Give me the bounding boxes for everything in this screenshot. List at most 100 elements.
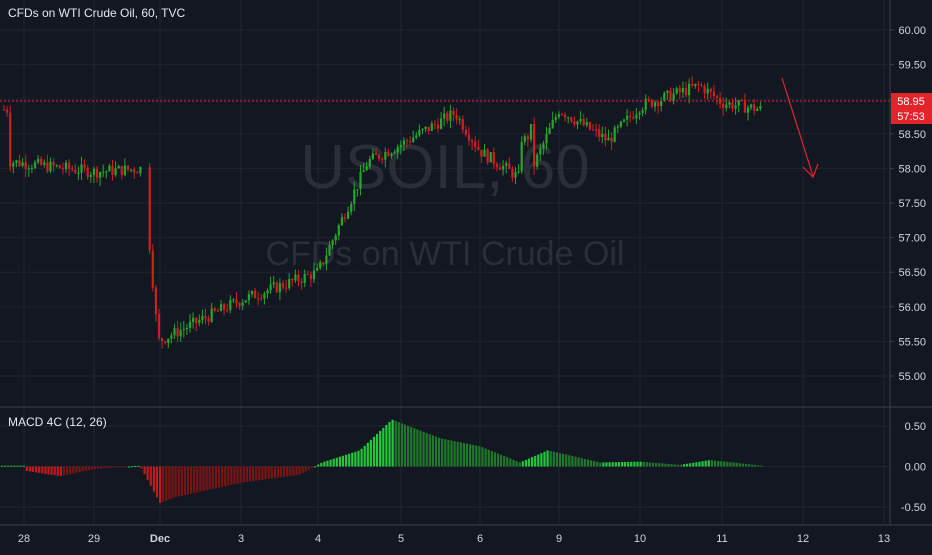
macd-bar [128, 466, 131, 468]
time-tick-label: 3 [238, 533, 244, 545]
candle-body [458, 119, 461, 121]
candle-body [502, 165, 505, 170]
macd-bar [379, 430, 382, 467]
macd-bar [177, 466, 180, 497]
macd-bar [686, 463, 689, 467]
candle-body [123, 165, 126, 176]
macd-bar [217, 466, 221, 488]
macd-bar [580, 458, 583, 467]
price-tick-label: 58.00 [898, 163, 926, 175]
macd-bar [357, 450, 360, 467]
macd-bar [630, 461, 633, 467]
time-tick-label: Dec [150, 533, 170, 545]
candle-body [498, 167, 502, 170]
time-tick-label: 10 [634, 533, 646, 545]
macd-bar [69, 466, 72, 475]
forecast-arrow[interactable] [781, 77, 819, 179]
macd-bar [345, 454, 348, 467]
candle-body [474, 142, 477, 148]
candle-body [517, 171, 520, 173]
macd-bar [540, 453, 543, 467]
macd-bar [388, 421, 391, 467]
macd-bar [639, 461, 642, 467]
candle-body [306, 273, 309, 275]
candle-body [195, 317, 198, 324]
candle-body [542, 143, 545, 149]
candle-body [759, 105, 762, 109]
candle-body [269, 284, 272, 291]
candle-body [725, 104, 728, 108]
candle-body [694, 83, 697, 86]
macd-bar [56, 466, 59, 476]
macd-bar [385, 424, 388, 467]
price-tick-label: 56.50 [898, 267, 926, 279]
macd-bar [596, 461, 599, 467]
candle-body [418, 130, 421, 136]
candle-body [436, 124, 440, 129]
price-tick-label: 58.50 [898, 129, 926, 141]
macd-axis[interactable]: 0.50 0.00 -0.50 [901, 421, 926, 514]
candle-body [182, 329, 185, 331]
candle-body [722, 103, 725, 108]
macd-bar [131, 466, 134, 468]
macd-bar [434, 436, 438, 467]
candle-body [337, 225, 340, 236]
candle-body [6, 109, 9, 113]
candle-body [27, 168, 30, 170]
candle-body [480, 149, 483, 157]
candle-body [381, 158, 384, 160]
candle-body [390, 153, 393, 156]
candle-body [40, 158, 43, 165]
macd-bar [757, 465, 760, 467]
macd-bar [273, 466, 276, 479]
candle-body [331, 240, 334, 246]
time-axis[interactable]: 28 29 Dec 3 4 5 6 9 10 11 12 13 [18, 533, 890, 545]
candle-body [328, 245, 331, 256]
candle-body [734, 105, 737, 109]
macd-bar [565, 454, 568, 467]
macd-bar [543, 451, 546, 467]
candle-body [297, 274, 300, 282]
macd-bar [31, 466, 35, 472]
candle-body [539, 148, 542, 155]
candle-body [573, 121, 576, 125]
macd-bar [211, 466, 214, 489]
time-tick-label: 4 [315, 533, 321, 545]
candle-body [477, 147, 480, 150]
macd-bar [645, 462, 648, 467]
candle-body [68, 162, 71, 169]
macd-bar [413, 428, 416, 467]
candle-body [672, 93, 675, 101]
macd-tick-label: 0.50 [905, 421, 926, 433]
macd-bar [369, 439, 372, 467]
macd-bar [512, 459, 515, 467]
candle-body [185, 327, 188, 330]
macd-bar [397, 422, 400, 467]
macd-bar [320, 462, 323, 467]
macd-bar [670, 464, 673, 467]
candle-body [545, 133, 548, 144]
macd-bar [146, 466, 149, 481]
macd-bar [636, 461, 639, 467]
macd-bar [552, 451, 555, 467]
candle-body [139, 167, 142, 174]
candle-body [715, 96, 719, 98]
macd-bar [134, 466, 137, 468]
candle-body [638, 112, 641, 115]
candle-body [430, 123, 433, 131]
candle-body [585, 122, 588, 126]
candle-body [446, 113, 449, 121]
candle-body [167, 338, 170, 343]
candle-body [272, 282, 275, 285]
candle-body [681, 87, 684, 93]
candle-body [616, 126, 619, 128]
macd-bar [62, 466, 66, 476]
macd-bar [419, 430, 422, 467]
candle-body [443, 113, 446, 119]
macd-bar [503, 456, 506, 467]
candle-body [548, 127, 551, 134]
candle-body [712, 91, 715, 97]
candle-body [588, 122, 591, 130]
price-axis[interactable]: 60.0059.5059.0058.5058.0057.5057.0056.50… [890, 25, 926, 383]
macd-bar [50, 466, 53, 475]
